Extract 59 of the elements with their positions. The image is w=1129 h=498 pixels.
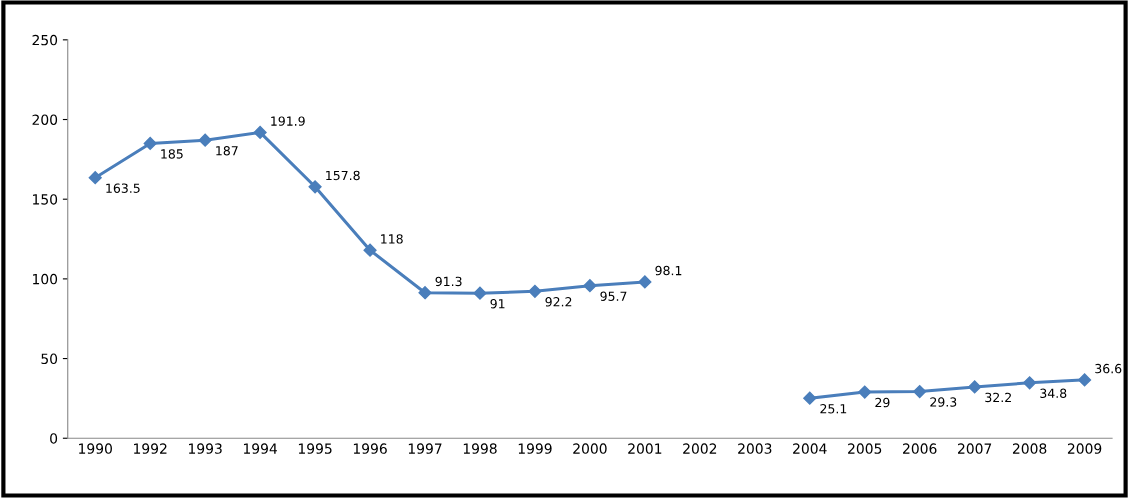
x-tick-label: 1992 bbox=[134, 443, 167, 454]
x-tick-label: 1996 bbox=[353, 443, 387, 454]
x-tick-label: 2009 bbox=[1067, 443, 1102, 454]
x-tick-label: 2001 bbox=[628, 443, 662, 454]
data-label: 91 bbox=[490, 299, 505, 309]
data-label: 32.2 bbox=[985, 392, 1011, 403]
data-label: 95.7 bbox=[600, 291, 627, 301]
point bbox=[913, 384, 927, 399]
data-label: 25.1 bbox=[820, 404, 847, 414]
data-label: 118 bbox=[381, 234, 403, 244]
x-tick-label: 2004 bbox=[793, 443, 827, 454]
data-label: 163.5 bbox=[106, 183, 140, 193]
data-label: 36.6 bbox=[1095, 363, 1122, 374]
x-tick-label: 2002 bbox=[683, 443, 717, 454]
x-tick-label: 2007 bbox=[958, 443, 992, 454]
point bbox=[858, 385, 872, 399]
point bbox=[528, 284, 542, 298]
data-label: 157.8 bbox=[326, 170, 360, 181]
x-tick-label: 2008 bbox=[1012, 443, 1047, 454]
data-label: 191.9 bbox=[271, 116, 305, 126]
point bbox=[418, 286, 432, 300]
point bbox=[363, 243, 377, 257]
point bbox=[803, 391, 817, 405]
y-tick-label: 200 bbox=[32, 114, 58, 125]
x-tick-label: 2000 bbox=[573, 443, 607, 454]
x-tick-label: 2005 bbox=[848, 443, 882, 454]
x-tick-label: 1994 bbox=[243, 443, 278, 454]
point bbox=[198, 133, 212, 147]
x-tick-label: 1998 bbox=[463, 443, 497, 454]
data-label: 29 bbox=[875, 397, 890, 408]
y-tick-label: 0 bbox=[50, 433, 58, 444]
data-label: 187 bbox=[216, 146, 238, 156]
data-label: 34.8 bbox=[1040, 388, 1067, 399]
point bbox=[253, 125, 267, 140]
point bbox=[638, 275, 652, 289]
x-tick-label: 2006 bbox=[903, 443, 937, 454]
point bbox=[1077, 373, 1092, 387]
data-label: 92.2 bbox=[545, 297, 572, 307]
data-label: 91.3 bbox=[435, 276, 462, 287]
point bbox=[968, 380, 982, 394]
data-label: 29.3 bbox=[930, 397, 957, 407]
x-tick-label: 1990 bbox=[79, 443, 112, 454]
point bbox=[308, 180, 322, 194]
point bbox=[88, 171, 102, 185]
y-tick-label: 50 bbox=[41, 353, 58, 365]
data-label: 98.1 bbox=[655, 265, 682, 276]
point bbox=[473, 286, 487, 300]
x-tick-label: 1995 bbox=[298, 443, 332, 454]
x-tick-label: 1997 bbox=[408, 443, 442, 454]
x-tick-label: 2003 bbox=[738, 443, 772, 454]
y-tick-label: 250 bbox=[32, 34, 58, 46]
x-tick-label: 1993 bbox=[189, 443, 222, 454]
y-tick-label: 150 bbox=[33, 194, 58, 205]
y-tick-label: 100 bbox=[33, 273, 58, 285]
point bbox=[583, 279, 597, 293]
data-label: 185 bbox=[161, 149, 183, 159]
point bbox=[143, 136, 157, 151]
point bbox=[1023, 376, 1037, 390]
x-tick-label: 1999 bbox=[518, 443, 552, 454]
